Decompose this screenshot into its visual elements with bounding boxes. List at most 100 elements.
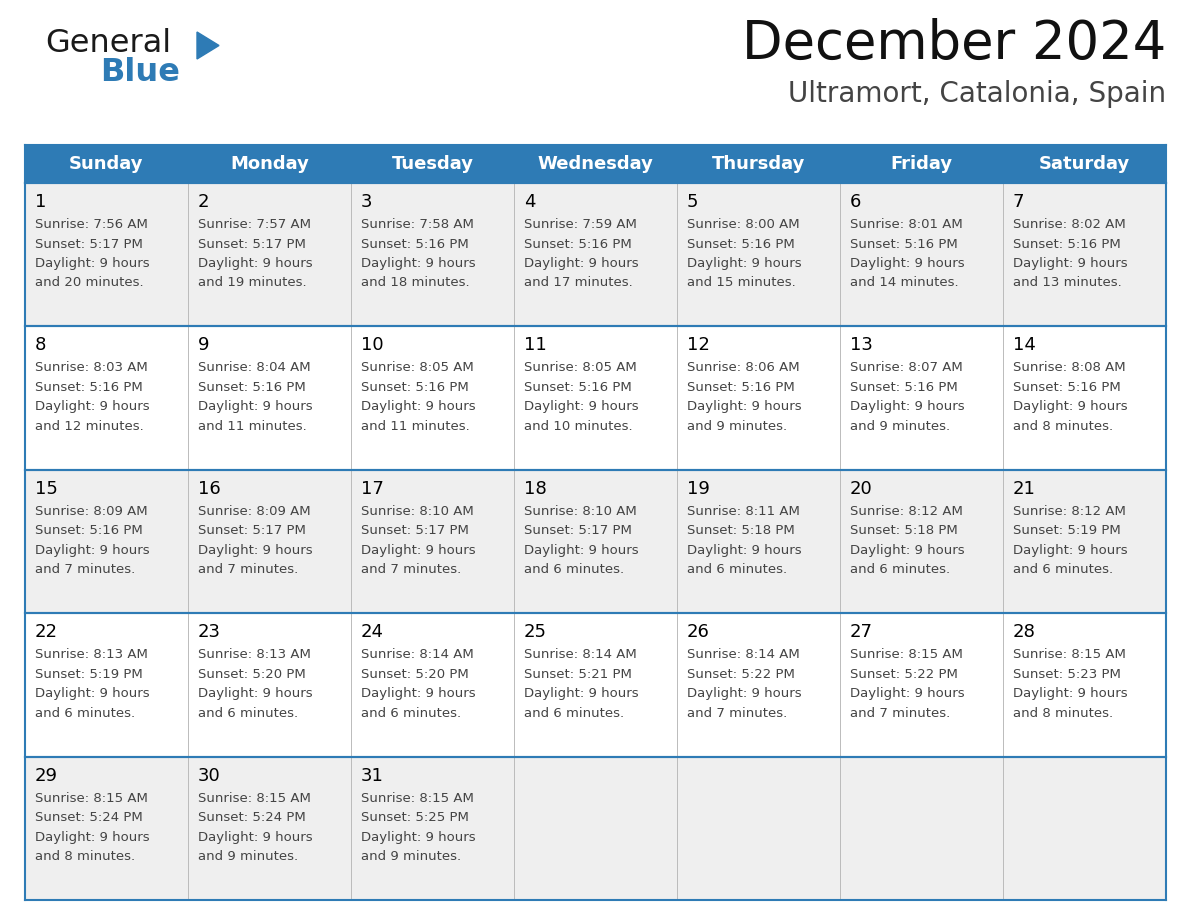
Text: and 15 minutes.: and 15 minutes. (687, 276, 796, 289)
Text: Daylight: 9 hours: Daylight: 9 hours (687, 400, 802, 413)
Text: and 7 minutes.: and 7 minutes. (34, 564, 135, 577)
Text: Daylight: 9 hours: Daylight: 9 hours (34, 257, 150, 270)
Text: Sunset: 5:17 PM: Sunset: 5:17 PM (198, 238, 305, 251)
Text: 24: 24 (361, 623, 384, 641)
Text: Sunrise: 8:00 AM: Sunrise: 8:00 AM (687, 218, 800, 231)
Bar (350, 145, 514, 183)
Text: Daylight: 9 hours: Daylight: 9 hours (524, 688, 639, 700)
Text: Daylight: 9 hours: Daylight: 9 hours (524, 543, 639, 557)
Text: Daylight: 9 hours: Daylight: 9 hours (849, 688, 965, 700)
Text: 8: 8 (34, 336, 46, 354)
Text: and 17 minutes.: and 17 minutes. (524, 276, 633, 289)
Text: and 14 minutes.: and 14 minutes. (849, 276, 959, 289)
Text: 23: 23 (198, 623, 221, 641)
Text: Sunrise: 7:58 AM: Sunrise: 7:58 AM (361, 218, 474, 231)
Text: Sunset: 5:16 PM: Sunset: 5:16 PM (34, 381, 143, 394)
Text: Sunrise: 8:10 AM: Sunrise: 8:10 AM (361, 505, 474, 518)
Text: and 8 minutes.: and 8 minutes. (1013, 420, 1113, 433)
Text: Daylight: 9 hours: Daylight: 9 hours (198, 831, 312, 844)
Text: and 6 minutes.: and 6 minutes. (34, 707, 135, 720)
Text: 16: 16 (198, 480, 221, 498)
Text: Sunrise: 8:04 AM: Sunrise: 8:04 AM (198, 362, 310, 375)
Text: and 9 minutes.: and 9 minutes. (198, 850, 298, 863)
Text: Daylight: 9 hours: Daylight: 9 hours (198, 257, 312, 270)
Text: Sunset: 5:16 PM: Sunset: 5:16 PM (687, 238, 795, 251)
Text: Sunset: 5:20 PM: Sunset: 5:20 PM (361, 667, 469, 681)
Text: Friday: Friday (891, 155, 953, 173)
Text: 3: 3 (361, 193, 373, 211)
Text: and 6 minutes.: and 6 minutes. (198, 707, 298, 720)
Text: Daylight: 9 hours: Daylight: 9 hours (361, 400, 475, 413)
Text: December 2024: December 2024 (741, 18, 1165, 70)
Bar (25, 327, 1165, 470)
Text: Sunrise: 8:07 AM: Sunrise: 8:07 AM (849, 362, 962, 375)
Text: Daylight: 9 hours: Daylight: 9 hours (524, 400, 639, 413)
Text: Sunset: 5:16 PM: Sunset: 5:16 PM (849, 381, 958, 394)
Text: Sunrise: 8:09 AM: Sunrise: 8:09 AM (198, 505, 310, 518)
Text: and 6 minutes.: and 6 minutes. (524, 564, 624, 577)
Text: Sunrise: 7:59 AM: Sunrise: 7:59 AM (524, 218, 637, 231)
Text: and 6 minutes.: and 6 minutes. (1013, 564, 1113, 577)
Text: Sunset: 5:24 PM: Sunset: 5:24 PM (34, 812, 143, 824)
Bar (25, 183, 1165, 327)
Text: Sunset: 5:18 PM: Sunset: 5:18 PM (849, 524, 958, 537)
Text: Daylight: 9 hours: Daylight: 9 hours (34, 688, 150, 700)
Text: Sunrise: 8:01 AM: Sunrise: 8:01 AM (849, 218, 962, 231)
Text: Sunrise: 8:12 AM: Sunrise: 8:12 AM (849, 505, 963, 518)
Bar (25, 145, 188, 183)
Text: Sunset: 5:25 PM: Sunset: 5:25 PM (361, 812, 469, 824)
Text: Sunset: 5:20 PM: Sunset: 5:20 PM (198, 667, 305, 681)
Text: Daylight: 9 hours: Daylight: 9 hours (1013, 257, 1127, 270)
Text: 5: 5 (687, 193, 699, 211)
Text: Daylight: 9 hours: Daylight: 9 hours (361, 831, 475, 844)
Text: Sunset: 5:16 PM: Sunset: 5:16 PM (198, 381, 305, 394)
Text: Daylight: 9 hours: Daylight: 9 hours (849, 543, 965, 557)
Text: and 6 minutes.: and 6 minutes. (524, 707, 624, 720)
Text: 18: 18 (524, 480, 546, 498)
Text: Daylight: 9 hours: Daylight: 9 hours (687, 688, 802, 700)
Text: Sunrise: 8:02 AM: Sunrise: 8:02 AM (1013, 218, 1126, 231)
Text: Sunset: 5:16 PM: Sunset: 5:16 PM (1013, 238, 1120, 251)
Text: Sunrise: 8:15 AM: Sunrise: 8:15 AM (849, 648, 963, 661)
Text: Sunday: Sunday (69, 155, 144, 173)
Text: General: General (45, 28, 171, 59)
Text: 1: 1 (34, 193, 46, 211)
Bar (188, 145, 350, 183)
Text: Sunrise: 7:56 AM: Sunrise: 7:56 AM (34, 218, 147, 231)
Text: Sunset: 5:18 PM: Sunset: 5:18 PM (687, 524, 795, 537)
Text: Tuesday: Tuesday (392, 155, 474, 173)
Text: 19: 19 (687, 480, 710, 498)
Text: Sunrise: 8:09 AM: Sunrise: 8:09 AM (34, 505, 147, 518)
Text: and 6 minutes.: and 6 minutes. (687, 564, 788, 577)
Text: Daylight: 9 hours: Daylight: 9 hours (34, 400, 150, 413)
Polygon shape (197, 32, 219, 59)
Text: Daylight: 9 hours: Daylight: 9 hours (198, 543, 312, 557)
Bar (25, 613, 1165, 756)
Text: Sunset: 5:24 PM: Sunset: 5:24 PM (198, 812, 305, 824)
Text: Sunset: 5:17 PM: Sunset: 5:17 PM (361, 524, 469, 537)
Text: 29: 29 (34, 767, 58, 785)
Text: 2: 2 (198, 193, 209, 211)
Text: Sunrise: 8:15 AM: Sunrise: 8:15 AM (198, 791, 311, 804)
Text: Sunrise: 8:14 AM: Sunrise: 8:14 AM (687, 648, 800, 661)
Text: Sunrise: 8:13 AM: Sunrise: 8:13 AM (198, 648, 311, 661)
Text: Sunrise: 8:15 AM: Sunrise: 8:15 AM (361, 791, 474, 804)
Text: Sunset: 5:16 PM: Sunset: 5:16 PM (361, 381, 469, 394)
Text: Thursday: Thursday (712, 155, 805, 173)
Text: Sunrise: 8:14 AM: Sunrise: 8:14 AM (361, 648, 474, 661)
Text: and 8 minutes.: and 8 minutes. (34, 850, 135, 863)
Text: Sunrise: 8:08 AM: Sunrise: 8:08 AM (1013, 362, 1125, 375)
Text: Monday: Monday (230, 155, 309, 173)
Text: Sunrise: 8:10 AM: Sunrise: 8:10 AM (524, 505, 637, 518)
Text: Sunrise: 8:05 AM: Sunrise: 8:05 AM (524, 362, 637, 375)
Text: 30: 30 (198, 767, 221, 785)
Text: 31: 31 (361, 767, 384, 785)
Text: Daylight: 9 hours: Daylight: 9 hours (361, 543, 475, 557)
Text: and 6 minutes.: and 6 minutes. (849, 564, 950, 577)
Text: 28: 28 (1013, 623, 1036, 641)
Text: Sunrise: 8:14 AM: Sunrise: 8:14 AM (524, 648, 637, 661)
Text: Ultramort, Catalonia, Spain: Ultramort, Catalonia, Spain (788, 80, 1165, 108)
Text: 17: 17 (361, 480, 384, 498)
Text: 14: 14 (1013, 336, 1036, 354)
Text: 15: 15 (34, 480, 58, 498)
